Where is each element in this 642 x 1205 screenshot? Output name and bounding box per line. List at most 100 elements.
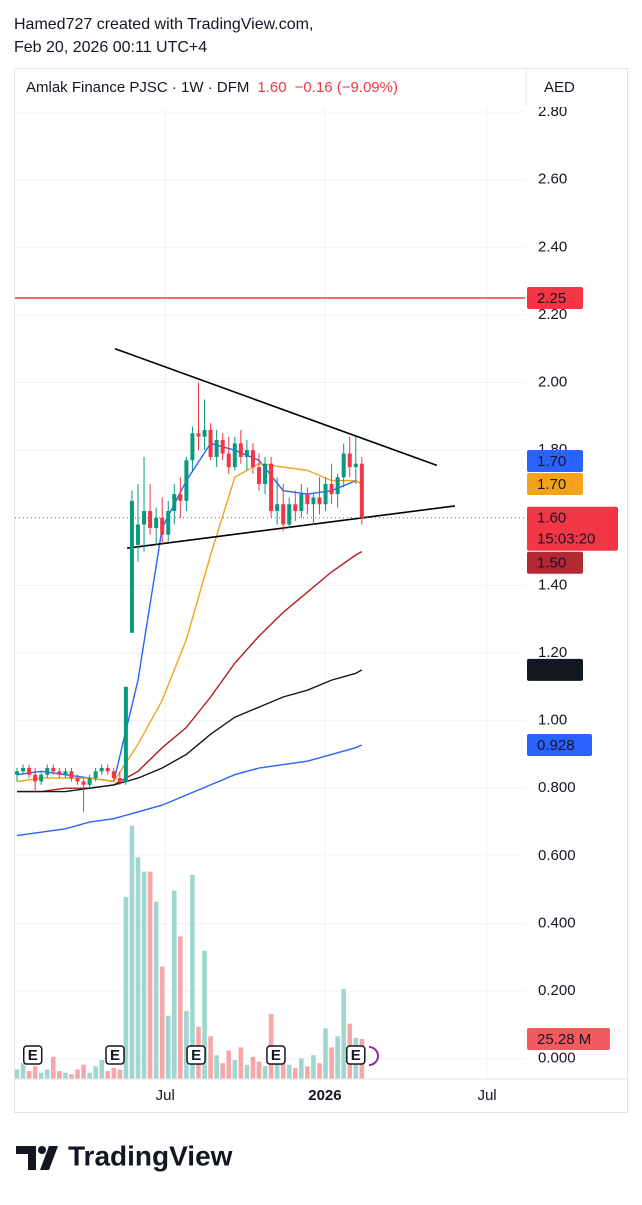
volume-bar (341, 988, 346, 1079)
volume-bar (274, 1060, 280, 1079)
volume-bar (69, 1074, 74, 1079)
volume-bar (178, 936, 183, 1079)
candle-body (21, 767, 26, 772)
currency[interactable]: AED (544, 79, 575, 96)
volume-label: 25.28 M (537, 1031, 591, 1048)
candle-body (299, 494, 304, 512)
candle-body (329, 483, 334, 495)
candle-body (129, 500, 134, 633)
volume-bar (87, 1072, 92, 1079)
candle-body (250, 450, 255, 468)
candle-body (353, 463, 358, 468)
price-label-box (527, 551, 583, 574)
chart-frame (14, 68, 628, 1113)
candle-body (359, 463, 364, 518)
price-label: 1.50 (537, 555, 566, 572)
candle-body (335, 477, 340, 495)
event-marker (186, 1045, 206, 1065)
event-marker (105, 1045, 125, 1065)
volume-bar (129, 825, 135, 1079)
candle-body (323, 483, 328, 505)
volume-bar (57, 1071, 62, 1079)
volume-bar (311, 1055, 316, 1079)
candle-body (226, 453, 231, 468)
trendline (126, 505, 456, 549)
price-label-box (527, 472, 583, 495)
candle-body (184, 460, 189, 501)
volume-bar (135, 857, 141, 1079)
volume-bar (329, 1047, 334, 1079)
volume-bar (171, 890, 177, 1079)
event-label: E (110, 1047, 120, 1064)
volume-bar (165, 1015, 171, 1079)
volume-bar (32, 1066, 38, 1079)
volume-bar (335, 1036, 340, 1079)
candle-body (27, 767, 32, 775)
symbol: Amlak Finance PJSC · 1W · DFM (26, 79, 249, 96)
grid (15, 107, 525, 1079)
brand: TradingView (68, 1140, 233, 1171)
candle-body (305, 494, 310, 505)
volume-bar (238, 1047, 244, 1079)
candle-body (311, 497, 316, 505)
price-label: 1.70 (537, 476, 566, 493)
candle-body (275, 504, 280, 512)
price-label-box (527, 733, 592, 756)
event-label: E (271, 1047, 281, 1064)
y-tick-label: 0.600 (538, 847, 576, 864)
candle-body (117, 778, 122, 782)
volume-bar (159, 966, 165, 1079)
volume-bar (244, 1064, 250, 1079)
y-tick-label: 2.00 (538, 374, 567, 391)
volume-bar (105, 1071, 111, 1079)
price-label: 1.70 (537, 453, 566, 470)
legend-bar (15, 69, 627, 107)
candle-body (15, 771, 19, 775)
last-price: 1.60 (257, 79, 286, 96)
event-marker (22, 1045, 43, 1065)
y-tick-label: 0.400 (538, 914, 576, 931)
y-tick-label: 2.20 (538, 306, 567, 323)
candle-body (75, 778, 80, 782)
volume-label-box (527, 1027, 610, 1050)
volume-bar (220, 1063, 225, 1079)
volume-bar (141, 871, 147, 1079)
candle-body (45, 767, 50, 775)
x-tick-label: Jul (477, 1087, 496, 1104)
volume-bar (190, 874, 195, 1079)
candle-body (178, 494, 183, 501)
candle-body (105, 767, 110, 772)
volume-bar (117, 1069, 123, 1079)
volume-bar (250, 1056, 256, 1079)
volume-bar (292, 1067, 298, 1079)
volume-bar (123, 896, 129, 1079)
y-tick-label: 1.00 (538, 712, 567, 729)
author-line: Hamed727 created with TradingView.com, (14, 16, 313, 33)
candle-body (93, 771, 98, 779)
candle-body (142, 511, 147, 525)
price-label: 1.15 (537, 662, 566, 679)
candle-body (220, 440, 225, 454)
candle-body (293, 504, 298, 512)
volume-bar (184, 1010, 189, 1079)
moving-average (16, 744, 363, 837)
candle-body (281, 504, 286, 525)
candle-body (135, 524, 140, 545)
candle-body (263, 463, 268, 484)
volume-bar (44, 1069, 50, 1079)
upcoming-event (368, 1046, 379, 1066)
volume-bar (147, 871, 153, 1079)
y-tick-label: 2.60 (538, 171, 567, 188)
price-label-box (527, 449, 583, 472)
volume-bar (232, 1060, 238, 1079)
moving-average (17, 669, 363, 793)
candle-body (166, 511, 171, 535)
y-tick-label: 0.000 (538, 1050, 576, 1067)
plot (15, 297, 525, 1079)
volume-bar (99, 1060, 104, 1079)
y-tick-label: 1.20 (538, 644, 567, 661)
volume-bar (202, 950, 207, 1079)
candle-body (196, 433, 201, 437)
price-axis: 2.802.602.402.202.001.801.401.201.000.80… (527, 103, 618, 1067)
